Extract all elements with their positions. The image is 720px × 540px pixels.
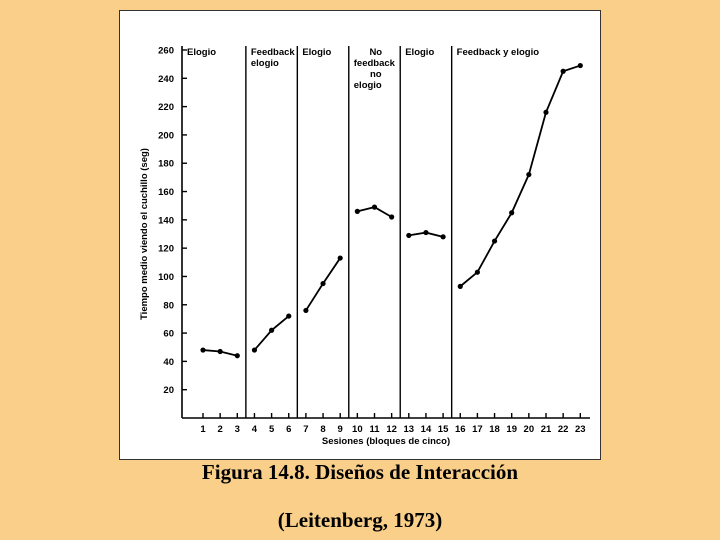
series-line (459, 64, 581, 288)
series-line (253, 315, 290, 351)
data-point (389, 214, 395, 220)
figure-caption: Figura 14.8. Diseños de Interacción (201, 460, 519, 484)
y-tick-label: 60 (163, 329, 174, 340)
x-tick-label: 4 (252, 424, 258, 435)
data-point (269, 327, 275, 333)
y-axis-title: Tiempo medio viendo el cuchillo (seg) (139, 148, 150, 320)
x-tick-label: 20 (524, 424, 535, 435)
data-point (406, 232, 412, 239)
data-point (457, 283, 463, 289)
y-tick-label: 240 (158, 74, 174, 85)
x-tick-label: 15 (438, 424, 449, 435)
x-tick-label: 5 (269, 424, 275, 435)
x-tick-label: 9 (338, 424, 343, 435)
phase-label: Elogio (405, 47, 434, 58)
x-tick-label: 8 (320, 424, 325, 435)
y-tick-label: 180 (158, 159, 174, 170)
x-tick-label: 16 (455, 424, 466, 435)
data-point (234, 353, 240, 359)
data-point (354, 208, 360, 214)
data-point (200, 347, 206, 353)
x-tick-label: 6 (286, 424, 291, 435)
data-point (491, 238, 498, 244)
x-tick-label: 14 (421, 424, 432, 435)
data-point (217, 348, 223, 355)
y-tick-label: 140 (158, 215, 174, 226)
data-point (526, 171, 532, 178)
phase-label: No (369, 47, 382, 58)
phase-label: Elogio (302, 47, 331, 58)
x-tick-label: 11 (369, 424, 380, 435)
x-tick-label: 17 (472, 424, 483, 435)
data-point (286, 313, 292, 319)
x-tick-label: 13 (404, 424, 415, 435)
data-point (543, 109, 549, 115)
data-point (577, 62, 583, 69)
phase-label: no (370, 69, 382, 80)
data-point (560, 68, 566, 74)
y-tick-label: 100 (158, 272, 174, 283)
data-point (509, 210, 515, 216)
data-point (474, 269, 480, 275)
y-tick-label: 220 (158, 102, 174, 113)
data-point (320, 280, 326, 287)
y-tick-label: 20 (163, 385, 174, 396)
y-tick-label: 120 (158, 244, 174, 255)
x-tick-label: 23 (575, 424, 586, 435)
x-tick-label: 12 (386, 424, 397, 435)
x-tick-label: 7 (303, 424, 308, 435)
phase-label: Feedback y elogio (457, 47, 540, 58)
y-tick-label: 160 (158, 187, 174, 198)
y-tick-label: 260 (158, 46, 174, 57)
x-tick-label: 2 (218, 424, 223, 435)
x-axis-title: Sesiones (bloques de cinco) (322, 436, 450, 447)
phase-label: feedback (354, 58, 396, 69)
x-tick-label: 10 (352, 424, 363, 435)
y-tick-label: 200 (158, 130, 174, 141)
data-point (423, 229, 429, 236)
data-point (337, 255, 343, 261)
data-point (440, 234, 446, 240)
figure-panel: 20 40 60 80 100 120 140 160 180 200 220 240 260 1 2 3 4 5… (119, 10, 601, 460)
y-tick-label: 80 (163, 300, 174, 311)
phase-label: Elogio (187, 47, 216, 58)
phase-label: elogio (251, 58, 279, 69)
phase-label: Feedback (251, 47, 296, 58)
data-point (303, 307, 309, 314)
x-tick-label: 18 (489, 424, 500, 435)
x-tick-label: 1 (200, 424, 206, 435)
figure-source: (Leitenberg, 1973) (277, 508, 443, 532)
x-tick-label: 21 (541, 424, 552, 435)
phase-label: elogio (354, 80, 382, 91)
x-tick-label: 22 (558, 424, 569, 435)
x-tick-label: 3 (235, 424, 240, 435)
x-tick-label: 19 (506, 424, 517, 435)
data-point (251, 347, 258, 353)
data-point (371, 204, 378, 210)
y-tick-label: 40 (163, 357, 174, 368)
